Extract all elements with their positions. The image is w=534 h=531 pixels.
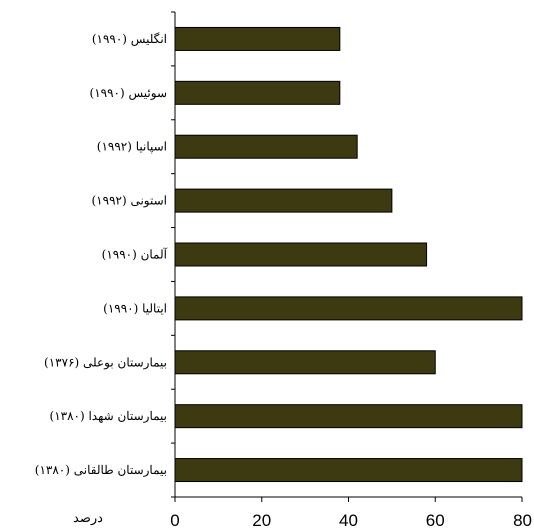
bars-layer [174, 26, 523, 483]
bar [174, 404, 523, 429]
category-label: بیمارستان شهدا (۱۳۸۰) [50, 409, 168, 423]
category-label: انگلیس (۱۹۹۰) [92, 32, 167, 46]
x-tick-label: 40 [339, 511, 358, 530]
bar [174, 134, 358, 159]
category-label: آلمان (۱۹۹۰) [102, 247, 168, 262]
bar [174, 80, 341, 105]
bar [174, 26, 341, 51]
x-axis-label: درصد [73, 511, 103, 526]
x-tick-label: 60 [426, 511, 445, 530]
bar [174, 350, 436, 375]
category-label: سوئیس (۱۹۹۰) [90, 86, 167, 100]
category-label: اسپانیا (۱۹۹۲) [97, 140, 167, 154]
category-label: بیمارستان بوعلی (۱۳۷۶) [44, 355, 167, 369]
ticks-layer [171, 11, 523, 502]
bar [174, 242, 428, 267]
category-label: استونی (۱۹۹۲) [91, 194, 167, 208]
x-tick-label: 20 [252, 511, 271, 530]
category-label: ایتالیا (۱۹۹۰) [103, 301, 167, 315]
labels-layer: انگلیس (۱۹۹۰) سوئیس (۱۹۹۰) اسپانیا (۱۹۹۲) ا… [35, 32, 532, 530]
x-tick-label: 0 [170, 511, 179, 530]
x-tick-label: 80 [513, 511, 532, 530]
bar [174, 458, 523, 483]
category-label: بیمارستان طالقانی (۱۳۸۰) [35, 463, 167, 477]
bar [174, 296, 523, 321]
bar [174, 188, 393, 213]
